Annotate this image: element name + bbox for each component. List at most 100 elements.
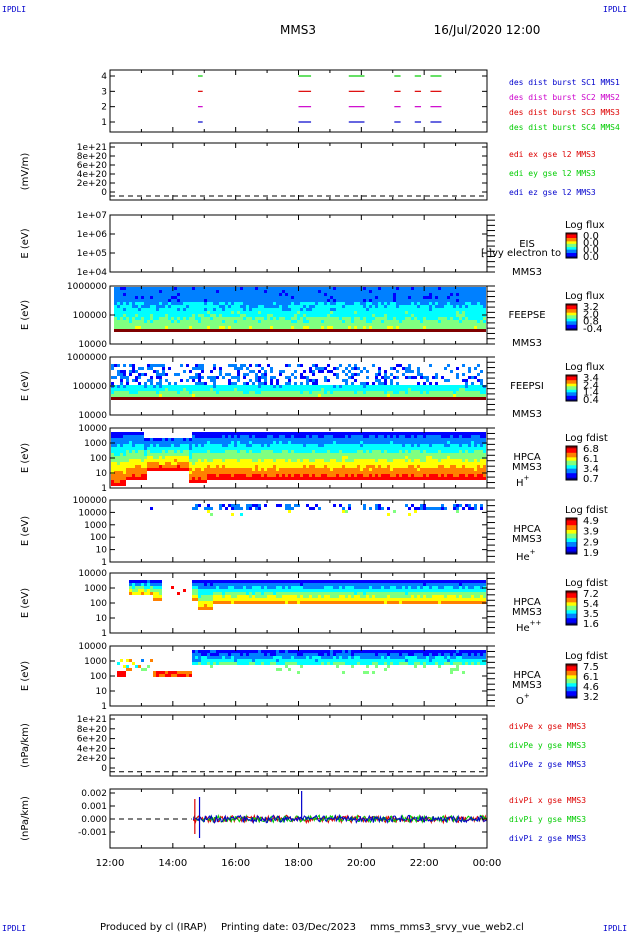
ytick-label-feeps_e-0: 1000000 — [67, 282, 107, 292]
ytick-label-burst-2: 2 — [101, 103, 107, 113]
panel-label-feeps_e: FEEPSE — [508, 310, 545, 321]
colorbar-tick-hpca_he2-2: 3.5 — [583, 609, 599, 620]
ylabel-edi: (mV/m) — [20, 153, 31, 191]
ytick-label-hpca_h-2: 100 — [90, 454, 107, 464]
colorbar-tick-hpca_o-1: 6.1 — [583, 672, 599, 683]
colorbar-tick-hpca_h-2: 3.4 — [583, 464, 599, 475]
corner-tag-top-right: IPDLI — [603, 5, 627, 14]
heatmap-hpca_h — [111, 432, 486, 486]
colorbar-tick-hpca_h-0: 6.8 — [583, 444, 599, 455]
ytick-label-hpca_he2-2: 100 — [90, 599, 107, 609]
xtick-label-5: 22:00 — [410, 858, 439, 869]
colorbar-tick-hpca_he1-0: 4.9 — [583, 516, 599, 527]
ytick-label-feeps_i-2: 10000 — [78, 411, 107, 421]
ylabel-hpca_he1: E (eV) — [20, 516, 31, 546]
colorbar-tick-feeps_e-3: -0.4 — [583, 324, 603, 335]
ytick-label-feeps_i-0: 1000000 — [67, 353, 107, 363]
panel-label-hpca_he1: HPCA — [513, 524, 541, 535]
panel-label-feeps_i: FEEPSI — [510, 381, 544, 392]
ylabel-feeps_e: E (eV) — [20, 300, 31, 330]
ytick-label-edi-0: 1e+21 — [77, 143, 107, 153]
colorbar-tick-feeps_e-2: 0.8 — [583, 317, 599, 328]
colorbar-title-hpca_he2: Log fdist — [565, 578, 608, 589]
species-label-hpca_he2: He++ — [516, 619, 542, 634]
ytick-label-hpca_h-0: 10000 — [78, 424, 107, 434]
colorbar-tick-hpca_o-2: 4.6 — [583, 682, 599, 693]
colorbar-eis — [565, 232, 578, 259]
ytick-label-hpca_o-1: 1000 — [84, 657, 107, 667]
legend-divpi-0: divPi x gse MMS3 — [509, 796, 586, 805]
colorbar-title-hpca_he1: Log fdist — [565, 505, 608, 516]
legend-edi-2: edi ez gse l2 MMS3 — [509, 188, 596, 197]
ylabel-divpe: (nPa/km) — [20, 723, 31, 768]
ytick-label-hpca_h-1: 1000 — [84, 439, 107, 449]
ytick-label-edi-1: 8e+20 — [77, 152, 108, 162]
corner-tag-bottom-left: IPDLI — [2, 924, 26, 933]
colorbar-tick-feeps_i-3: 0.4 — [583, 395, 599, 406]
ytick-label-hpca_o-0: 10000 — [78, 642, 107, 652]
ytick-label-edi-4: 2e+20 — [77, 179, 108, 189]
legend-divpi-1: divPi y gse MMS3 — [509, 815, 586, 824]
colorbar-tick-eis-1: 0.0 — [583, 238, 599, 249]
ytick-label-divpi-2: 0.000 — [81, 815, 107, 825]
xtick-label-2: 16:00 — [221, 858, 250, 869]
plot-datetime: 16/Jul/2020 12:00 — [434, 23, 541, 37]
colorbar-hpca_he2 — [565, 590, 578, 626]
panel-frame-eis — [109, 214, 488, 273]
ytick-label-divpe-2: 6e+20 — [77, 735, 108, 745]
ytick-label-hpca_he1-4: 10 — [96, 546, 108, 556]
colorbar-tick-feeps_i-1: 2.4 — [583, 380, 599, 391]
ytick-label-divpi-0: 0.002 — [81, 789, 107, 799]
ytick-label-divpi-1: 0.001 — [81, 802, 107, 812]
colorbar-tick-hpca_o-3: 3.2 — [583, 692, 599, 703]
footer-printing-date: Printing date: 03/Dec/2023 — [221, 922, 356, 933]
panel-sublabel-hpca_he1: MMS3 — [512, 534, 542, 545]
ytick-label-edi-2: 6e+20 — [77, 161, 108, 171]
ytick-label-hpca_o-3: 10 — [96, 687, 108, 697]
ytick-label-divpe-4: 2e+20 — [77, 754, 108, 764]
ytick-label-hpca_he1-3: 100 — [90, 533, 107, 543]
divpi-series-2 — [192, 813, 487, 825]
colorbar-title-feeps_i: Log flux — [565, 362, 605, 373]
heatmap-hpca_he1 — [150, 504, 483, 516]
colorbar-tick-feeps_i-2: 1.4 — [583, 388, 599, 399]
colorbar-tick-hpca_h-3: 0.7 — [583, 474, 599, 485]
ytick-label-hpca_o-4: 1 — [101, 702, 107, 712]
ylabel-hpca_he2: E (eV) — [20, 588, 31, 618]
legend-divpe-0: divPe x gse MMS3 — [509, 722, 586, 731]
heatmap-hpca_he2 — [129, 580, 486, 610]
ylabel-feeps_i: E (eV) — [20, 371, 31, 401]
colorbar-tick-feeps_i-0: 3.4 — [583, 373, 599, 384]
colorbar-hpca_h — [565, 445, 578, 481]
corner-tag-bottom-right: IPDLI — [603, 924, 627, 933]
ytick-label-divpe-5: 0 — [101, 764, 107, 774]
panel-label-hpca_h: HPCA — [513, 452, 541, 463]
colorbar-tick-hpca_he2-3: 1.6 — [583, 619, 599, 630]
colorbar-tick-feeps_e-0: 3.2 — [583, 302, 599, 313]
ytick-label-hpca_he1-2: 1000 — [84, 521, 107, 531]
ytick-label-eis-1: 1e+06 — [77, 230, 108, 240]
overlay-text-eis: [ ]vy electron to — [481, 248, 561, 259]
panel-sublabel-feeps_i: MMS3 — [512, 409, 542, 420]
ytick-label-burst-0: 4 — [101, 72, 107, 82]
heatmap-feeps_i — [111, 364, 486, 400]
panel-sublabel-feeps_e: MMS3 — [512, 338, 542, 349]
ytick-label-divpe-0: 1e+21 — [77, 715, 107, 725]
panel-frame-edi — [109, 142, 488, 201]
panel-frame-burst — [109, 69, 488, 133]
ytick-label-hpca_h-3: 10 — [96, 469, 108, 479]
xtick-label-4: 20:00 — [347, 858, 376, 869]
ytick-label-hpca_he2-4: 1 — [101, 629, 107, 639]
ytick-label-eis-2: 1e+05 — [77, 249, 107, 259]
colorbar-feeps_e — [565, 303, 578, 331]
panel-frame-divpe — [109, 714, 488, 777]
colorbar-tick-hpca_o-0: 7.5 — [583, 662, 599, 673]
ylabel-hpca_o: E (eV) — [20, 661, 31, 691]
colorbar-tick-hpca_he2-1: 5.4 — [583, 599, 599, 610]
heatmap-hpca_o — [117, 650, 486, 677]
ylabel-divpi: (nPa/km) — [20, 796, 31, 841]
legend-burst-3: des dist burst SC4 MMS4 — [509, 123, 620, 132]
legend-burst-0: des dist burst SC1 MMS1 — [509, 78, 620, 87]
colorbar-title-hpca_o: Log fdist — [565, 651, 608, 662]
